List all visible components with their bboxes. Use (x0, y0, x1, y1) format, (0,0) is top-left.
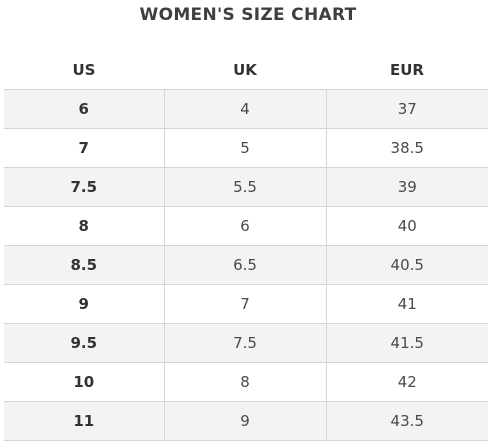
page-title: WOMEN'S SIZE CHART (139, 5, 357, 25)
cell-us: 7.5 (4, 167, 165, 207)
cell-uk: 5 (163, 128, 327, 168)
column-header-eur: EUR (390, 60, 424, 79)
cell-eur: 37 (325, 89, 488, 129)
cell-eur: 39 (325, 167, 488, 207)
table-row: 10 8 42 (4, 362, 488, 402)
cell-us: 9 (4, 284, 165, 324)
cell-uk: 7.5 (163, 323, 327, 363)
table-row: 9 7 41 (4, 284, 488, 324)
cell-us: 11 (4, 401, 165, 441)
size-chart-table: US UK EUR 6 4 37 7 5 38.5 7.5 5.5 39 8 6… (4, 50, 488, 441)
cell-eur: 38.5 (325, 128, 488, 168)
table-header-row: US UK EUR (4, 50, 488, 90)
cell-us: 10 (4, 362, 165, 402)
cell-us: 8.5 (4, 245, 165, 285)
cell-uk: 4 (163, 89, 327, 129)
table-row: 11 9 43.5 (4, 401, 488, 441)
cell-us: 7 (4, 128, 165, 168)
table-row: 9.5 7.5 41.5 (4, 323, 488, 363)
cell-eur: 40.5 (325, 245, 488, 285)
cell-uk: 9 (163, 401, 327, 441)
cell-eur: 41 (325, 284, 488, 324)
column-header-us: US (72, 60, 96, 79)
cell-eur: 43.5 (325, 401, 488, 441)
column-header-uk: UK (233, 60, 257, 79)
cell-uk: 6.5 (163, 245, 327, 285)
cell-eur: 40 (325, 206, 488, 246)
table-row: 8.5 6.5 40.5 (4, 245, 488, 285)
cell-uk: 8 (163, 362, 327, 402)
table-row: 7.5 5.5 39 (4, 167, 488, 207)
cell-us: 9.5 (4, 323, 165, 363)
cell-eur: 42 (325, 362, 488, 402)
cell-uk: 5.5 (163, 167, 327, 207)
table-row: 7 5 38.5 (4, 128, 488, 168)
cell-us: 8 (4, 206, 165, 246)
cell-uk: 7 (163, 284, 327, 324)
cell-eur: 41.5 (325, 323, 488, 363)
cell-us: 6 (4, 89, 165, 129)
table-row: 6 4 37 (4, 89, 488, 129)
cell-uk: 6 (163, 206, 327, 246)
table-row: 8 6 40 (4, 206, 488, 246)
